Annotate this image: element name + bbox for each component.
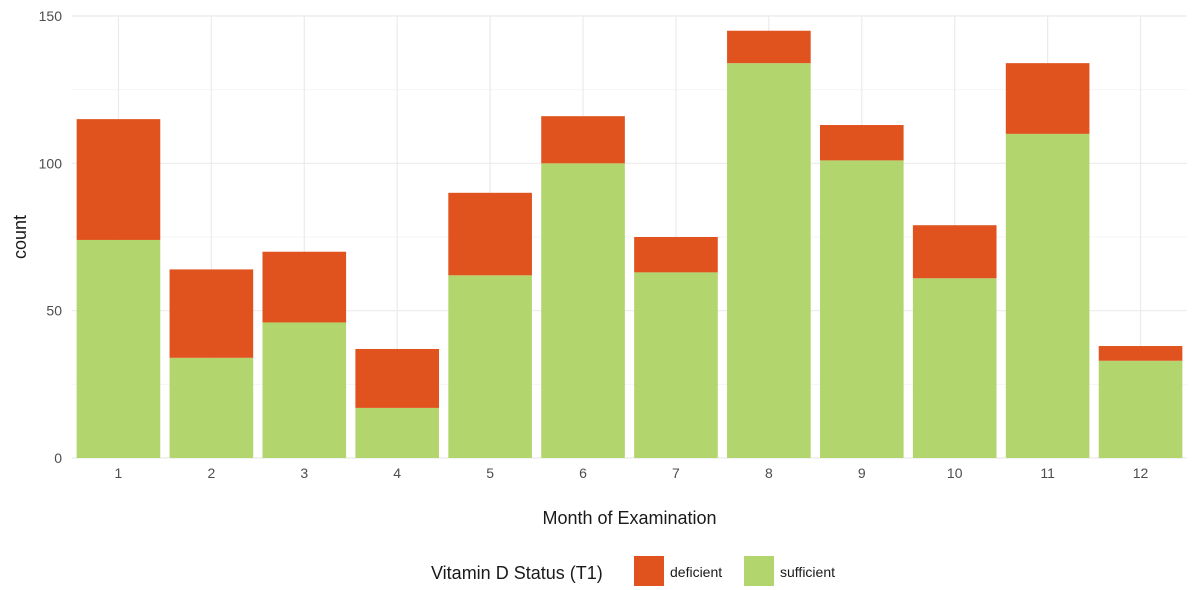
bars xyxy=(76,30,1183,459)
x-tick-label: 7 xyxy=(672,465,680,481)
x-axis-ticks: 1 2 3 4 5 6 7 8 9 10 11 12 xyxy=(115,465,1149,481)
bar-deficient-7 xyxy=(634,237,718,273)
x-axis-title: Month of Examination xyxy=(542,508,716,528)
y-tick-label: 150 xyxy=(39,8,63,24)
bar-sufficient-11 xyxy=(1005,133,1090,458)
y-axis-ticks: 0 50 100 150 xyxy=(39,8,63,466)
bar-deficient-3 xyxy=(262,251,347,323)
x-tick-label: 2 xyxy=(207,465,215,481)
y-tick-label: 50 xyxy=(46,303,62,319)
x-tick-label: 5 xyxy=(486,465,494,481)
bar-sufficient-6 xyxy=(541,163,625,459)
bar-sufficient-10 xyxy=(912,278,997,458)
x-tick-label: 4 xyxy=(393,465,401,481)
x-tick-label: 3 xyxy=(300,465,308,481)
bar-sufficient-7 xyxy=(634,272,718,458)
bar-deficient-4 xyxy=(355,348,440,408)
x-tick-label: 11 xyxy=(1040,465,1055,481)
legend-label-deficient: deficient xyxy=(670,564,722,580)
bar-deficient-9 xyxy=(819,125,904,161)
bar-sufficient-1 xyxy=(76,239,161,458)
legend-swatch-sufficient xyxy=(744,556,774,586)
x-tick-label: 10 xyxy=(947,465,963,481)
x-tick-label: 9 xyxy=(858,465,866,481)
bar-sufficient-4 xyxy=(355,407,440,458)
bar-sufficient-8 xyxy=(727,63,811,458)
y-tick-label: 0 xyxy=(54,450,62,466)
legend-title: Vitamin D Status (T1) xyxy=(431,563,603,583)
bar-deficient-6 xyxy=(541,116,625,164)
x-tick-label: 12 xyxy=(1133,465,1149,481)
x-tick-label: 8 xyxy=(765,465,773,481)
legend-label-sufficient: sufficient xyxy=(780,564,835,580)
x-tick-label: 1 xyxy=(115,465,123,481)
bar-deficient-11 xyxy=(1005,63,1090,134)
bar-sufficient-12 xyxy=(1098,360,1183,458)
legend-items: deficient sufficient xyxy=(634,556,835,586)
x-tick-label: 6 xyxy=(579,465,587,481)
bar-sufficient-9 xyxy=(819,160,904,459)
bar-deficient-5 xyxy=(448,192,532,276)
bar-deficient-10 xyxy=(912,225,997,279)
legend: Vitamin D Status (T1) deficient sufficien… xyxy=(431,556,835,586)
y-axis-title: count xyxy=(10,215,30,259)
y-tick-label: 100 xyxy=(39,155,63,171)
bar-sufficient-5 xyxy=(448,275,532,458)
bar-sufficient-2 xyxy=(169,357,254,458)
bar-deficient-8 xyxy=(727,30,811,64)
legend-swatch-deficient xyxy=(634,556,664,586)
bar-deficient-2 xyxy=(169,269,254,358)
bar-sufficient-3 xyxy=(262,322,347,458)
bar-deficient-12 xyxy=(1098,346,1183,361)
bar-deficient-1 xyxy=(76,119,161,240)
